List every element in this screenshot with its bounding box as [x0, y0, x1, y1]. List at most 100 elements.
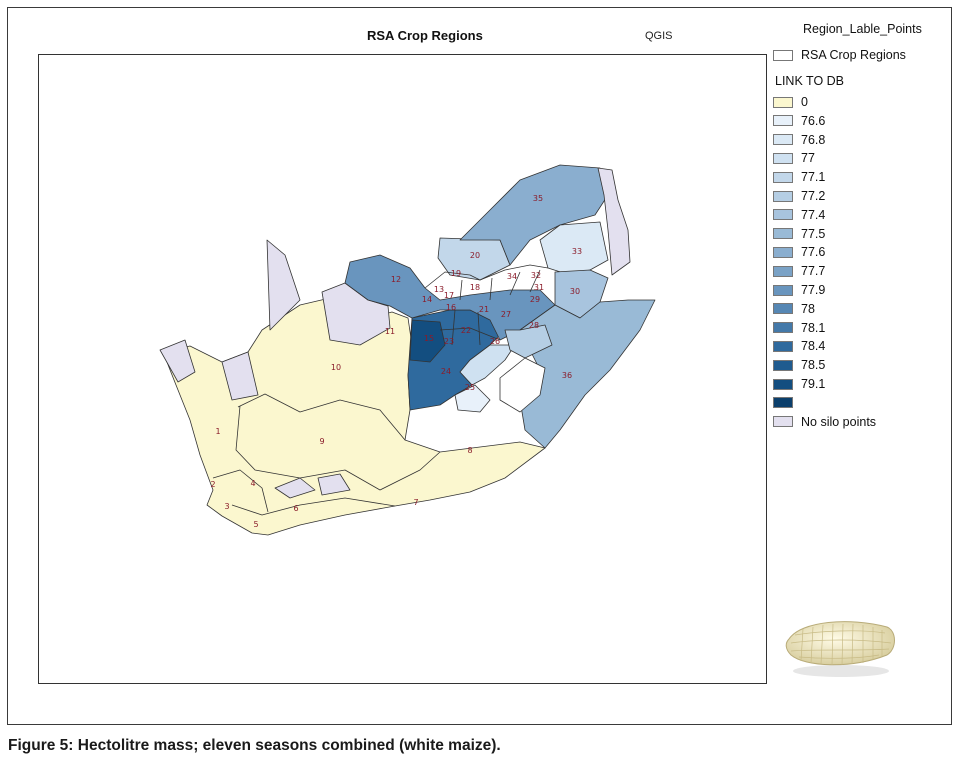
- region-label-10: 10: [331, 363, 341, 372]
- figure-caption: Figure 5: Hectolitre mass; eleven season…: [8, 737, 501, 754]
- region-label-18: 18: [470, 283, 480, 292]
- region-label-23: 23: [444, 337, 454, 346]
- legend-class-10: 77.9: [773, 282, 825, 298]
- legend-swatch: [773, 134, 793, 146]
- legend-class-label: 78.4: [801, 339, 826, 354]
- legend-class-4: 77.1: [773, 169, 825, 185]
- region-label-31: 31: [534, 283, 544, 292]
- legend-class-label: No silo points: [801, 414, 877, 429]
- region-label-35: 35: [533, 194, 543, 203]
- legend-class-3: 77: [773, 150, 815, 166]
- legend-class-14: 78.5: [773, 357, 825, 373]
- legend-class-label: 77.9: [801, 283, 826, 297]
- legend-swatch: [773, 416, 793, 428]
- region-label-21: 21: [479, 305, 489, 314]
- region-label-17: 17: [444, 291, 454, 300]
- legend-class-2: 76.8: [773, 132, 825, 148]
- legend-swatch: [773, 340, 793, 352]
- region-label-5: 5: [253, 520, 258, 529]
- software-label: QGIS: [645, 30, 673, 42]
- region-label-8: 8: [467, 446, 472, 455]
- legend-swatch: [773, 303, 793, 315]
- region-label-11: 11: [385, 327, 395, 336]
- region-label-6: 6: [293, 504, 298, 513]
- legend-swatch: [773, 284, 793, 296]
- white-maize-image: [785, 621, 895, 677]
- region-label-34: 34: [507, 272, 517, 281]
- rsa-crop-regions-map: 1234567891011121314151617181920212223242…: [159, 164, 656, 536]
- legend-swatch: [773, 209, 793, 221]
- region-west-block: [162, 297, 546, 536]
- region-border-lines: [212, 393, 441, 516]
- region-label-33: 33: [572, 247, 582, 256]
- legend-class-label: 77.5: [801, 226, 826, 241]
- legend-class-5: 77.2: [773, 188, 825, 204]
- legend-swatch: [773, 322, 793, 334]
- legend-class-16: [773, 395, 801, 411]
- legend-points-layer: Region_Lable_Points: [803, 22, 922, 36]
- region-25: [454, 384, 491, 413]
- region-26: [459, 344, 516, 386]
- legend-class-1: 76.6: [773, 113, 825, 129]
- legend-class-13: 78.4: [773, 338, 825, 354]
- region-label-24: 24: [441, 367, 451, 376]
- region-no-silo-west2: [221, 351, 259, 401]
- legend-class-label: 79.1: [801, 377, 826, 391]
- legend-regions-swatch: [773, 49, 793, 61]
- region-label-16: 16: [446, 303, 456, 312]
- region-label-27: 27: [501, 310, 511, 319]
- region-no-silo-north: [266, 239, 301, 331]
- region-label-13: 13: [434, 285, 444, 294]
- legend-class-label: 77.4: [801, 207, 826, 222]
- region-label-14: 14: [422, 295, 432, 304]
- region-label-9: 9: [319, 437, 324, 446]
- legend-regions-label: RSA Crop Regions: [801, 48, 906, 62]
- region-label-32: 32: [531, 271, 541, 280]
- region-label-36: 36: [562, 371, 572, 380]
- legend-class-7: 77.5: [773, 226, 825, 242]
- legend-swatch: [773, 359, 793, 371]
- legend-class-11: 78: [773, 301, 815, 317]
- map-title: RSA Crop Regions: [367, 28, 483, 43]
- map-frame: [38, 54, 767, 684]
- legend-swatch: [773, 265, 793, 277]
- legend-swatch: [773, 378, 793, 390]
- legend-regions-layer: RSA Crop Regions: [773, 47, 906, 63]
- legend-class-17: No silo points: [773, 414, 876, 430]
- legend-class-9: 77.7: [773, 263, 825, 279]
- region-33: [539, 221, 609, 276]
- region-label-29: 29: [530, 295, 540, 304]
- legend-class-label: 77: [801, 151, 815, 166]
- region-label-22: 22: [461, 326, 471, 335]
- legend-class-15: 79.1: [773, 376, 825, 392]
- legend-class-label: 76.6: [801, 113, 826, 128]
- region-label-2: 2: [210, 480, 215, 489]
- region-no-silo-south2: [317, 473, 351, 496]
- region-28: [504, 324, 553, 359]
- legend-swatch: [773, 115, 793, 127]
- region-no-silo-nw: [159, 339, 196, 383]
- region-label-3: 3: [224, 502, 229, 511]
- legend-class-label: 0: [801, 95, 808, 109]
- region-label-28: 28: [529, 321, 539, 330]
- legend-class-8: 77.6: [773, 244, 825, 260]
- region-15: [409, 319, 446, 363]
- legend-swatch: [773, 246, 793, 258]
- legend-swatch: [773, 152, 793, 164]
- legend-class-label: 77.7: [801, 264, 826, 279]
- region-label-7: 7: [413, 498, 418, 507]
- legend-class-label: 77.6: [801, 245, 826, 260]
- region-label-20: 20: [470, 251, 480, 260]
- legend-swatch: [773, 397, 793, 409]
- legend-class-label: 78: [801, 301, 815, 316]
- region-label-30: 30: [570, 287, 580, 296]
- region-label-15: 15: [424, 334, 434, 343]
- legend-swatch: [773, 190, 793, 202]
- legend-class-0: 0: [773, 94, 808, 110]
- region-ne-borders: [424, 264, 549, 346]
- region-label-19: 19: [451, 269, 461, 278]
- region-no-silo-east-strip: [597, 167, 631, 276]
- legend-class-12: 78.1: [773, 320, 825, 336]
- region-35: [459, 164, 609, 266]
- legend-swatch: [773, 228, 793, 240]
